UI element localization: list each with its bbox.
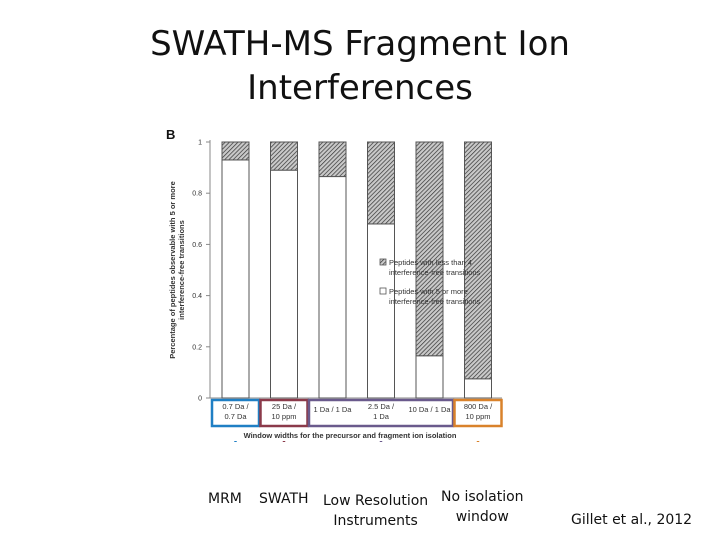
- annotation-low-resolution: Low Resolution Instruments: [323, 491, 428, 531]
- annotation-no-isolation: No isolation window: [441, 487, 524, 527]
- bar-segment-interference: [318, 141, 347, 178]
- title-line-1: SWATH-MS Fragment Ion: [150, 24, 570, 64]
- highlight-box-1: [259, 398, 309, 428]
- highlight-box-0: [210, 398, 261, 428]
- bar-segment-interference: [464, 141, 492, 380]
- y-tick-label: 0.6: [192, 242, 202, 249]
- annotation-mrm: MRM: [208, 491, 242, 507]
- bar-segment-free: [318, 176, 347, 399]
- bar-segment-interference: [270, 141, 298, 171]
- legend-label: Peptides with 5 or more: [389, 287, 468, 296]
- legend-swatch: [379, 258, 387, 266]
- x-tick-label: 800 Da /: [464, 402, 493, 411]
- bar-segment-free: [270, 169, 298, 399]
- y-tick-label: 0.2: [192, 344, 202, 351]
- bar-segment-interference: [415, 141, 444, 357]
- low-res-line-2: Instruments: [333, 513, 418, 529]
- y-tick-label: 0.4: [192, 293, 202, 300]
- x-tick-label: 10 Da / 1 Da: [408, 405, 451, 414]
- title-line-2: Interferences: [247, 68, 473, 108]
- x-tick-label: 2.5 Da /: [368, 402, 395, 411]
- x-tick-label: 10 ppm: [271, 412, 296, 421]
- y-axis-label-line: Percentage of peptides observable with 5…: [168, 181, 177, 359]
- annotation-swath: SWATH: [259, 491, 309, 507]
- y-axis-label-line: interference-free transitions: [177, 220, 186, 320]
- no-iso-line-1: No isolation: [441, 489, 524, 505]
- low-res-line-1: Low Resolution: [323, 493, 429, 509]
- x-tick-label: 10 ppm: [465, 412, 490, 421]
- x-tick-label: 1 Da: [373, 412, 390, 421]
- x-tick-label: 0.7 Da: [224, 412, 247, 421]
- citation: Gillet et al., 2012: [571, 512, 693, 528]
- bar-segment-free: [367, 223, 395, 399]
- bar-segment-interference: [221, 141, 250, 161]
- bar-segment-free: [221, 159, 250, 399]
- slide-title: SWATH-MS Fragment Ion Interferences: [0, 22, 720, 110]
- y-tick-label: 1: [198, 140, 202, 147]
- x-tick-label: 1 Da / 1 Da: [314, 405, 353, 414]
- y-tick-label: 0: [198, 396, 202, 403]
- x-tick-label: 0.7 Da /: [222, 402, 249, 411]
- no-iso-line-2: window: [455, 509, 509, 525]
- bar-segment-free: [415, 355, 444, 399]
- legend-label: interference-free transitions: [389, 297, 481, 306]
- panel-label: B: [166, 127, 175, 142]
- legend-swatch: [379, 287, 387, 295]
- bar-segment-interference: [367, 141, 395, 225]
- legend-label: interference-free transitions: [389, 268, 481, 277]
- stacked-bar-chart: B Percentage of peptides observable with …: [166, 127, 503, 442]
- x-axis-label: Window widths for the precursor and frag…: [244, 431, 457, 440]
- y-tick-label: 0.8: [192, 191, 202, 198]
- highlight-box-2: [307, 398, 455, 428]
- x-tick-label: 25 Da /: [272, 402, 297, 411]
- highlight-box-3: [453, 398, 503, 428]
- legend-label: Peptides with less than 4: [389, 258, 472, 267]
- bar-segment-free: [464, 378, 492, 399]
